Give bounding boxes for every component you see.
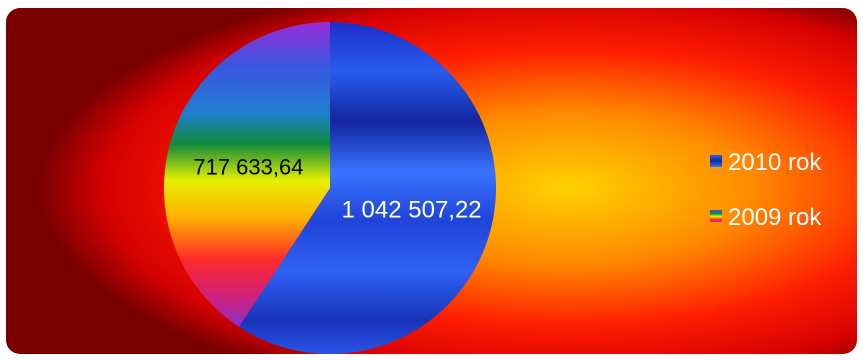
legend-label-2010: 2010 rok (728, 149, 822, 176)
pie-slice-2010 (239, 22, 496, 354)
pie-data-labels: 1 042 507,22 717 633,64 (193, 155, 481, 224)
legend-swatch-2009 (710, 210, 722, 222)
legend-label-2009: 2009 rok (728, 204, 822, 231)
pie-slices (163, 21, 496, 354)
data-label-2010: 1 042 507,22 (342, 196, 482, 223)
legend: 2010 rok 2009 rok (710, 149, 822, 231)
pie-slice-2009 (163, 21, 330, 327)
data-label-2009: 717 633,64 (193, 155, 303, 180)
legend-swatch-2010 (710, 155, 722, 167)
